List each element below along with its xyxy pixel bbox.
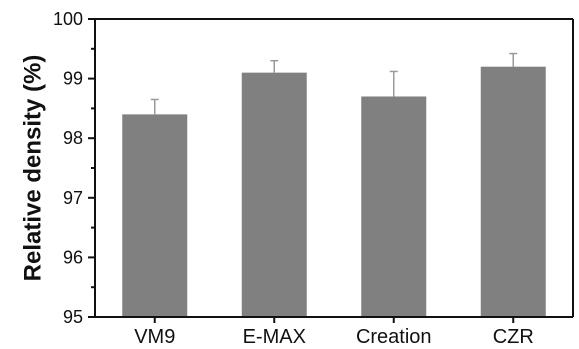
error-bars-layer	[150, 52, 518, 115]
y-tick-label: 95	[63, 307, 83, 327]
x-tick-label: VM9	[134, 326, 175, 344]
bars-layer	[122, 66, 546, 318]
bar-creation	[361, 96, 427, 317]
y-tick-label: 98	[63, 128, 83, 148]
y-tick-label: 97	[63, 188, 83, 208]
ticks-layer: VM9 E-MAX Creation CZR 95 96 97 98 99 100	[53, 9, 534, 348]
y-tick-label: 96	[63, 247, 83, 267]
bar-czr	[480, 66, 546, 318]
y-tick-label: 100	[53, 9, 83, 29]
bar-vm9	[122, 114, 188, 317]
bar-e-max	[241, 72, 307, 317]
y-tick-label: 99	[63, 69, 83, 89]
x-tick-label: E-MAX	[243, 326, 306, 344]
y-axis-title: Relative density (%)	[19, 55, 46, 282]
x-tick-label: Creation	[356, 326, 432, 344]
x-tick-label: CZR	[493, 326, 534, 344]
